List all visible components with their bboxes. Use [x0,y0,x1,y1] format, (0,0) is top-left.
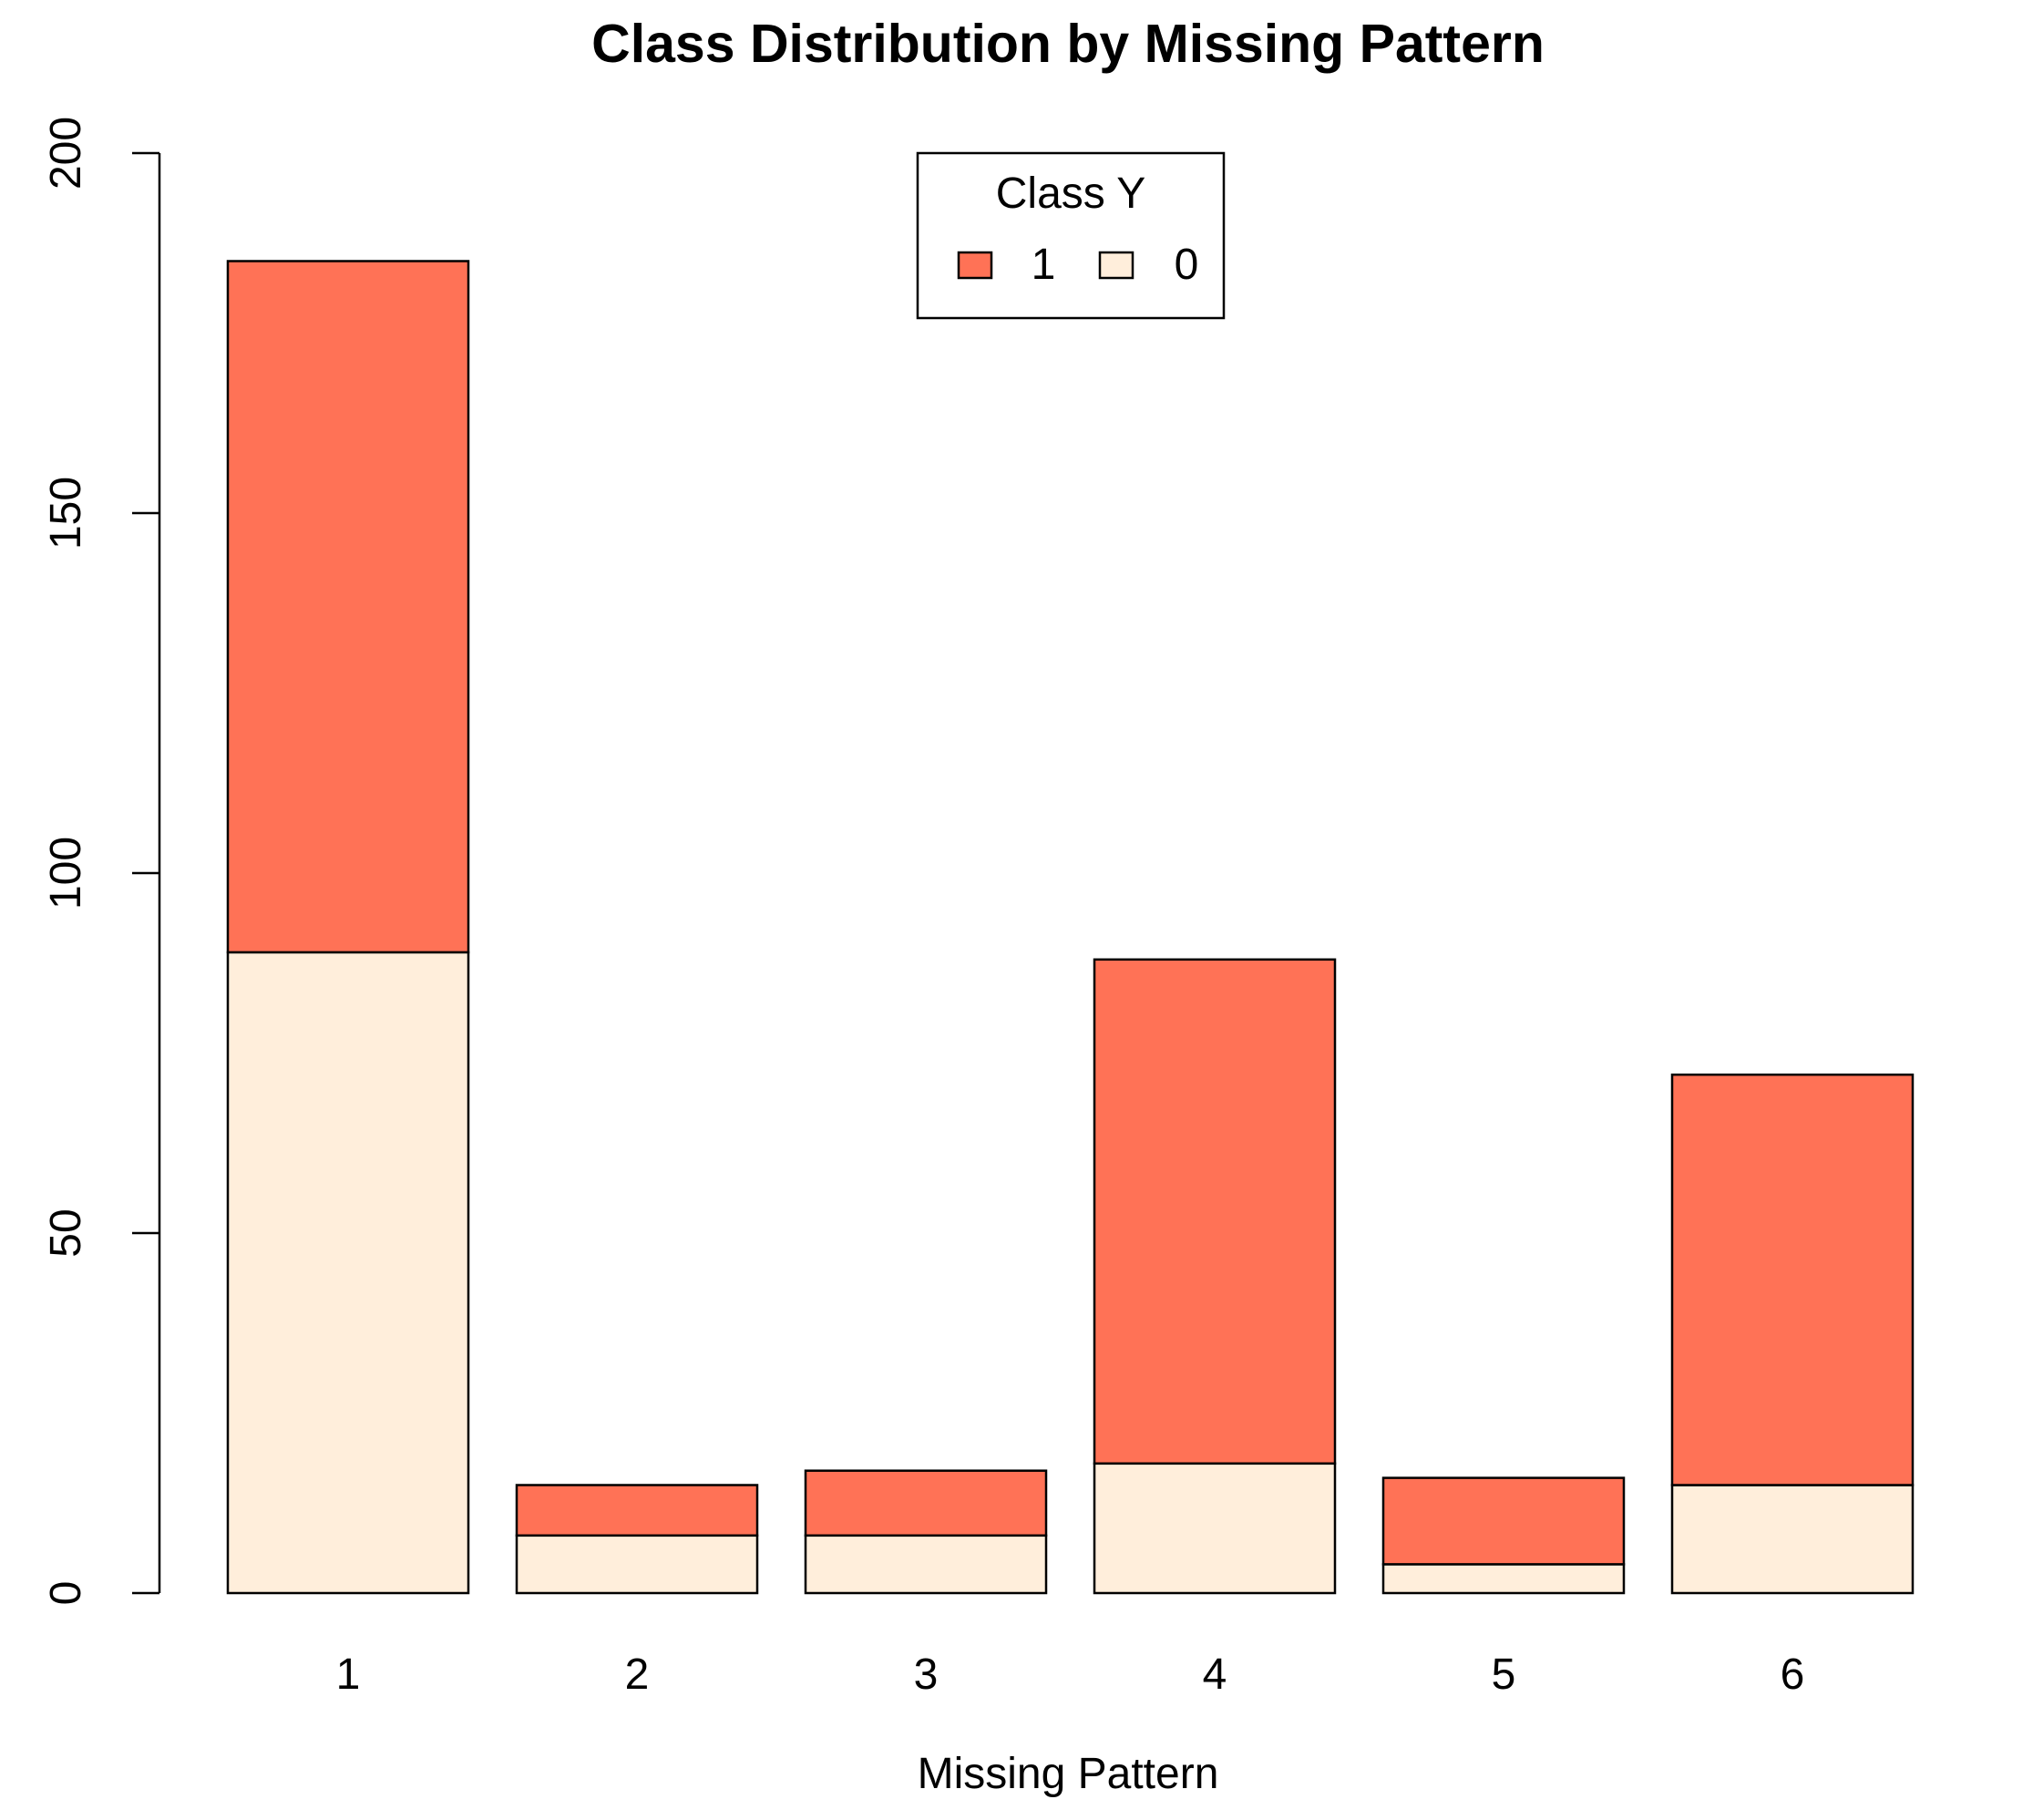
chart-title: Class Distribution by Missing Pattern [591,14,1545,74]
bar-segment-5-class-0 [1381,1563,1626,1595]
bar-segment-3-class-1 [804,1469,1048,1537]
x-tick-label: 4 [1203,1650,1227,1699]
y-axis: 0 50 100 150 200 [42,117,161,1606]
legend-swatch-0 [1098,251,1134,280]
bar-segment-5-class-1 [1381,1476,1626,1566]
y-tick-label: 200 [42,117,90,190]
bars [226,260,1915,1595]
bar-segment-1-class-0 [226,951,470,1595]
x-tick-label: 2 [625,1650,650,1699]
legend-swatch-1 [957,251,993,280]
bar-segment-4-class-1 [1093,958,1337,1465]
bar-segment-2-class-1 [515,1484,759,1537]
y-tick-label: 100 [42,837,90,910]
bar-segment-6-class-1 [1670,1073,1915,1486]
legend-label-1: 1 [1032,241,1056,289]
legend-title: Class Y [996,170,1146,218]
bar-segment-6-class-0 [1670,1484,1915,1595]
y-tick-label: 50 [42,1208,90,1257]
x-axis: 1 2 3 4 5 6 [336,1650,1805,1699]
x-tick-label: 6 [1781,1650,1805,1699]
x-tick-label: 3 [914,1650,939,1699]
bar-segment-2-class-0 [515,1534,759,1595]
legend-label-0: 0 [1175,241,1199,289]
x-tick-label: 5 [1492,1650,1516,1699]
x-tick-label: 1 [336,1650,361,1699]
bar-segment-4-class-0 [1093,1462,1337,1595]
y-tick-label: 0 [42,1581,90,1606]
legend-box [916,151,1226,320]
bar-segment-3-class-0 [804,1534,1048,1595]
y-tick-label: 150 [42,477,90,550]
bar-segment-1-class-1 [226,260,470,954]
x-axis-label: Missing Pattern [918,1750,1219,1798]
